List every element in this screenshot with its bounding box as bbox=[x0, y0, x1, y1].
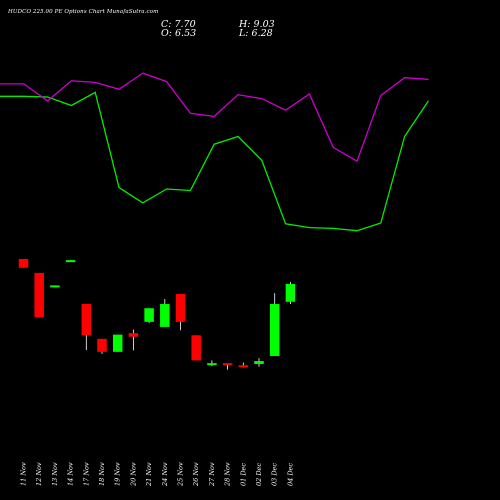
x-tick-label: 28 Nov bbox=[224, 462, 232, 487]
candle bbox=[81, 304, 92, 351]
candle bbox=[222, 363, 233, 370]
candle-body bbox=[144, 308, 154, 322]
candle-body bbox=[65, 260, 76, 263]
candle-body bbox=[160, 304, 170, 327]
candle bbox=[97, 338, 107, 354]
candle bbox=[128, 329, 139, 351]
candle-body bbox=[97, 338, 107, 352]
x-tick-label: 03 Dec bbox=[271, 463, 279, 486]
x-tick-label: 11 Nov bbox=[20, 462, 28, 486]
high-value: H: 9.03 bbox=[239, 19, 275, 30]
candles bbox=[18, 259, 296, 370]
x-tick-label: 27 Nov bbox=[208, 462, 216, 487]
x-tick-label: 18 Nov bbox=[98, 462, 106, 486]
x-tick-label: 21 Nov bbox=[145, 462, 153, 487]
close-value: C: 7.70 bbox=[161, 19, 196, 30]
candle bbox=[175, 293, 186, 331]
candle bbox=[50, 285, 60, 288]
candle bbox=[160, 299, 170, 327]
candle bbox=[285, 281, 296, 305]
candle bbox=[191, 335, 201, 361]
x-axis-ticks: 11 Nov 12 Nov 13 Nov 14 Nov 17 Nov 18 Nov 19 N… bbox=[20, 462, 295, 487]
candle bbox=[207, 360, 217, 367]
x-tick-label: 24 Nov bbox=[161, 462, 169, 487]
x-tick-label: 19 Nov bbox=[114, 462, 122, 486]
candle-body bbox=[285, 283, 296, 302]
candle-body bbox=[128, 333, 139, 337]
candle-body bbox=[175, 293, 186, 322]
candle bbox=[18, 259, 29, 268]
open-value: O: 6.53 bbox=[161, 28, 197, 39]
candle-body bbox=[207, 363, 217, 366]
magenta-indicator-line bbox=[0, 72, 429, 163]
candle-body bbox=[254, 361, 264, 364]
x-tick-label: 26 Nov bbox=[192, 462, 200, 487]
candle-body bbox=[222, 363, 233, 366]
candle-body bbox=[112, 334, 123, 352]
candle bbox=[254, 358, 264, 367]
candle-body bbox=[50, 285, 60, 288]
candle bbox=[144, 308, 154, 324]
x-tick-label: 12 Nov bbox=[35, 462, 43, 486]
candle-body bbox=[191, 335, 201, 361]
chart-title: HUDCO 225.00 PE Options Chart MunafaSutr… bbox=[8, 9, 159, 15]
low-value: L: 6.28 bbox=[239, 28, 273, 39]
indicator-lines bbox=[0, 72, 429, 232]
candle bbox=[65, 260, 76, 263]
candle-body bbox=[34, 272, 44, 318]
x-tick-label: 13 Nov bbox=[51, 462, 59, 486]
x-tick-label: 17 Nov bbox=[82, 462, 90, 486]
x-tick-label: 25 Nov bbox=[177, 462, 185, 487]
green-indicator-line bbox=[0, 91, 429, 232]
x-tick-label: 02 Dec bbox=[255, 463, 263, 486]
candle-body bbox=[238, 365, 249, 368]
candle bbox=[112, 334, 123, 352]
candle-body bbox=[269, 304, 280, 357]
candle-body bbox=[81, 304, 92, 336]
x-tick-label: 01 Dec bbox=[239, 463, 247, 486]
candle bbox=[238, 362, 249, 368]
x-tick-label: 20 Nov bbox=[129, 462, 137, 487]
x-tick-label: 14 Nov bbox=[67, 462, 75, 486]
candle bbox=[269, 293, 280, 357]
candle-body bbox=[18, 259, 29, 268]
candle bbox=[34, 272, 44, 318]
x-tick-label: 04 Dec bbox=[286, 463, 294, 486]
